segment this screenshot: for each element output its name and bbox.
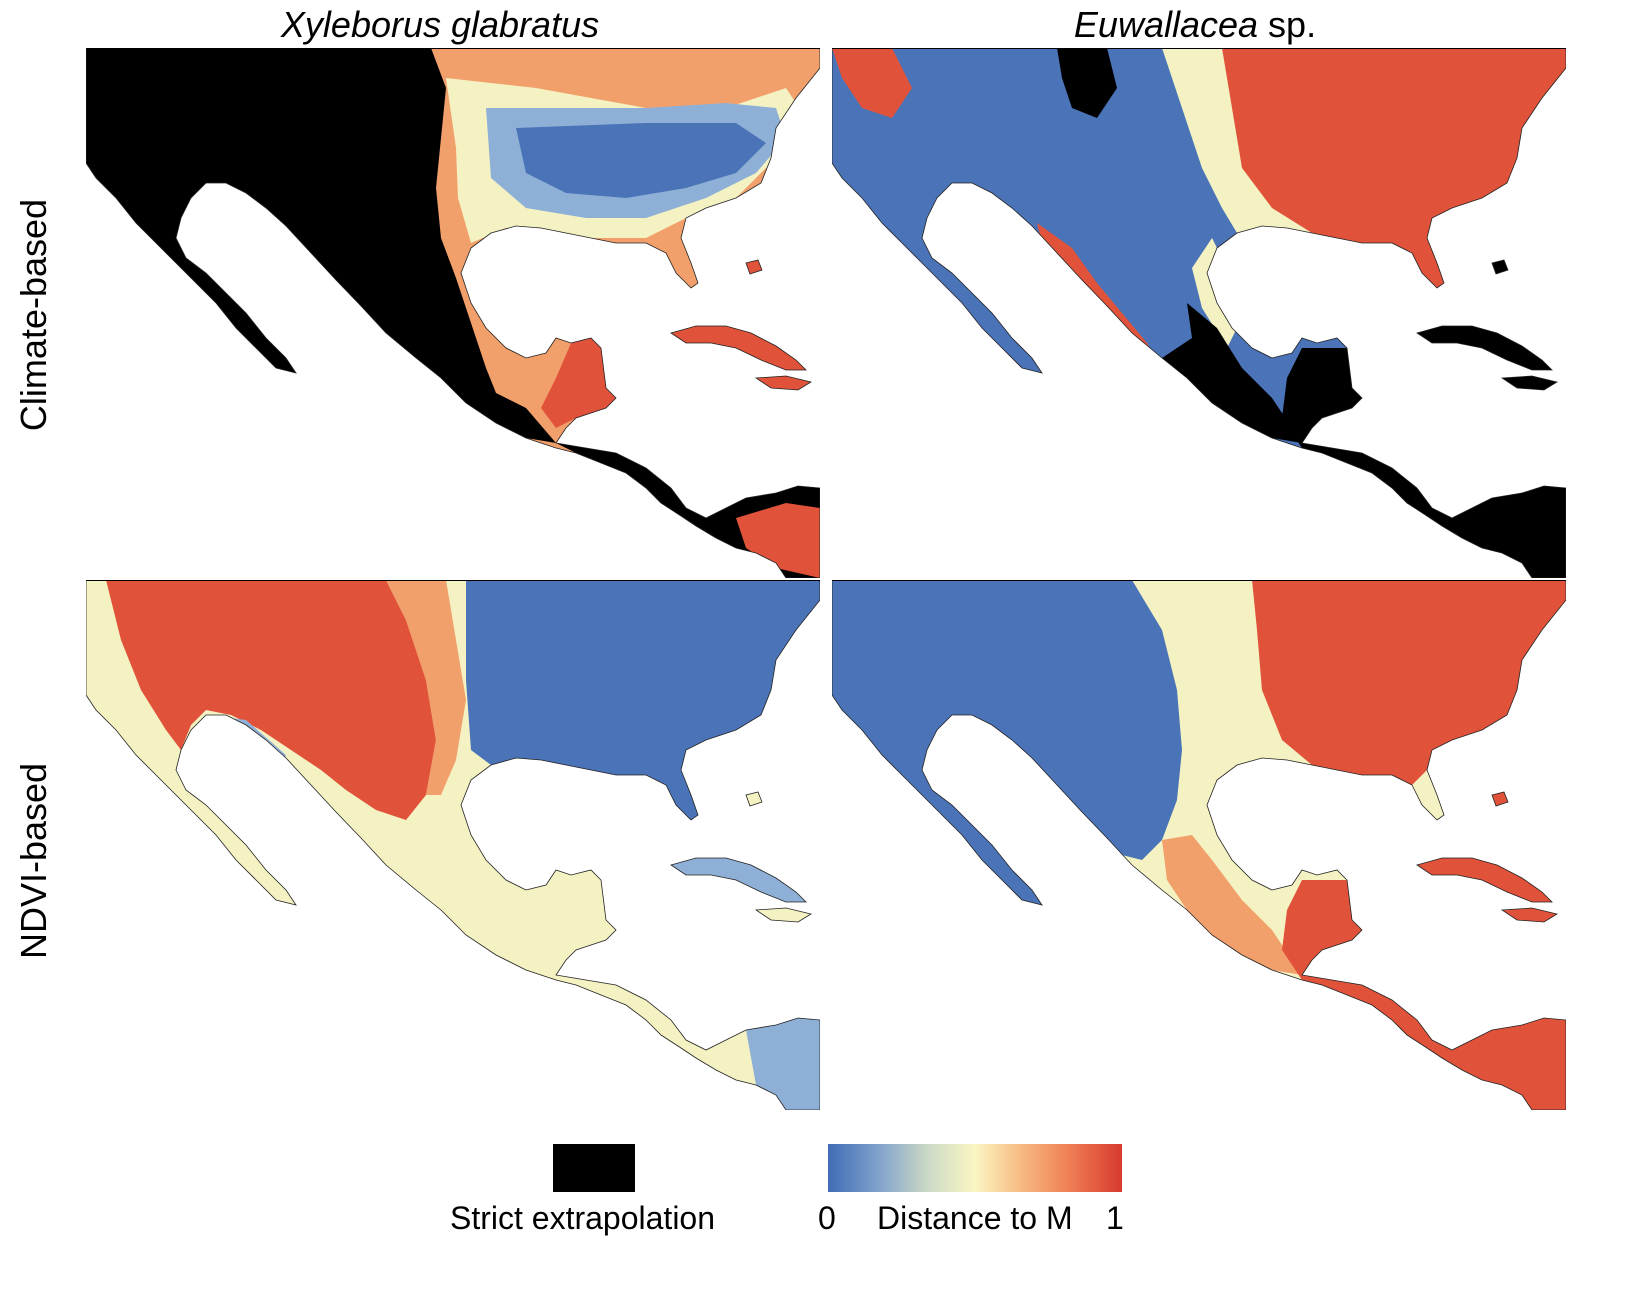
map-panel-climate-euwallacea bbox=[832, 48, 1566, 578]
map-region bbox=[671, 326, 806, 370]
coastline bbox=[86, 580, 820, 1110]
map-panel-ndvi-euwallacea bbox=[832, 580, 1566, 1110]
legend-extrapolation-label: Strict extrapolation bbox=[450, 1200, 716, 1236]
legend-gradient-label: Distance to M bbox=[877, 1200, 1073, 1236]
map-region bbox=[746, 260, 762, 274]
map-region bbox=[106, 580, 436, 820]
legend-distance-gradient bbox=[828, 1144, 1122, 1192]
map-region bbox=[1162, 303, 1302, 443]
column-title-euwallacea: Euwallacea sp. bbox=[1073, 4, 1317, 45]
coastline bbox=[1416, 325, 1553, 371]
coastline bbox=[1491, 791, 1509, 807]
coastline bbox=[754, 907, 813, 923]
map-region bbox=[1502, 908, 1557, 922]
coastline bbox=[1500, 907, 1559, 923]
map-region bbox=[832, 48, 912, 118]
coastline bbox=[670, 325, 807, 371]
map-region bbox=[466, 580, 820, 820]
map-climate-xyleborus bbox=[86, 48, 820, 578]
row-label-climate: Climate-based bbox=[13, 198, 54, 432]
map-region bbox=[832, 580, 1182, 905]
map-region bbox=[1162, 48, 1312, 233]
map-region bbox=[1492, 792, 1508, 806]
legend-extrapolation-swatch bbox=[553, 1144, 635, 1192]
map-region bbox=[516, 123, 766, 198]
species-name: Xyleborus glabratus bbox=[280, 4, 600, 45]
map-region bbox=[746, 792, 762, 806]
map-climate-euwallacea bbox=[832, 48, 1566, 578]
coastline bbox=[754, 375, 813, 391]
map-region bbox=[1492, 260, 1508, 274]
map-ndvi-euwallacea bbox=[832, 580, 1566, 1110]
species-name: Euwallacea bbox=[1073, 4, 1259, 45]
coastline bbox=[832, 580, 1566, 1110]
coastline bbox=[745, 259, 763, 275]
map-region bbox=[1057, 48, 1117, 118]
map-region bbox=[756, 376, 811, 390]
column-title-xyleborus: Xyleborus glabratus bbox=[60, 4, 820, 46]
coastline bbox=[1500, 375, 1559, 391]
map-panel-ndvi-xyleborus bbox=[86, 580, 820, 1110]
map-region bbox=[756, 908, 811, 922]
map-region bbox=[1282, 348, 1566, 578]
legend-gradient-max: 1 bbox=[1106, 1200, 1124, 1236]
coastline bbox=[1491, 259, 1509, 275]
map-region bbox=[736, 503, 820, 578]
coastline bbox=[86, 48, 820, 578]
map-region bbox=[671, 858, 806, 902]
map-region bbox=[1162, 835, 1302, 975]
map-region bbox=[386, 580, 466, 795]
map-ndvi-xyleborus bbox=[86, 580, 820, 1110]
map-region bbox=[746, 1018, 820, 1110]
map-region bbox=[1417, 858, 1552, 902]
map-region bbox=[1502, 376, 1557, 390]
coastline bbox=[1416, 857, 1553, 903]
map-region bbox=[541, 338, 616, 428]
row-label-ndvi: NDVI-based bbox=[13, 762, 54, 960]
map-region bbox=[1417, 326, 1552, 370]
coastline bbox=[832, 48, 1566, 578]
map-region bbox=[1252, 580, 1566, 785]
coastline bbox=[670, 857, 807, 903]
legend-gradient-min: 0 bbox=[818, 1200, 836, 1236]
map-region bbox=[1212, 48, 1566, 288]
map-region bbox=[86, 48, 556, 443]
coastline bbox=[745, 791, 763, 807]
map-region bbox=[1282, 880, 1566, 1110]
map-panel-climate-xyleborus bbox=[86, 48, 820, 578]
